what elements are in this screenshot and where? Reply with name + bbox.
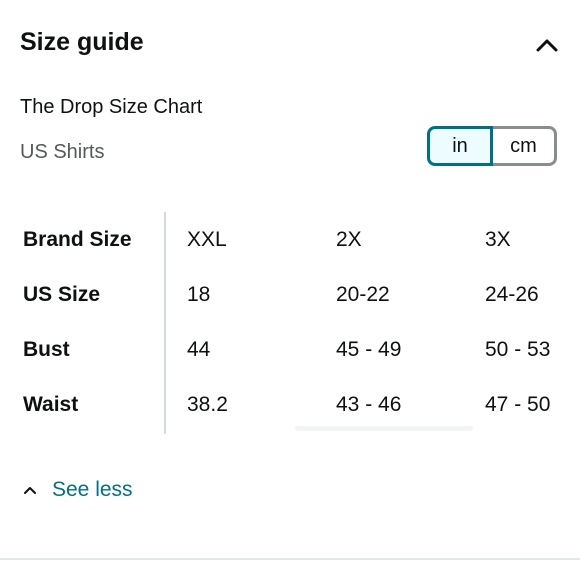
- row-label: US Size: [23, 283, 100, 307]
- row-label: Brand Size: [23, 228, 132, 252]
- table-cell: 18: [187, 283, 210, 307]
- size-guide-header: Size guide: [20, 26, 560, 62]
- size-chart-name: The Drop Size Chart: [20, 96, 202, 119]
- table-cell: 24-26: [485, 283, 539, 307]
- see-less-link[interactable]: See less: [22, 478, 133, 502]
- table-cell: 43 - 46: [336, 393, 401, 417]
- unit-centimeters-button[interactable]: cm: [493, 126, 557, 166]
- table-row-waist: Waist 38.2 43 - 46 47 - 50: [0, 377, 580, 432]
- table-cell: 44: [187, 338, 210, 362]
- size-chart-category: US Shirts: [20, 141, 104, 164]
- unit-toggle: in cm: [427, 126, 557, 166]
- table-row-brand-size: Brand Size XXL 2X 3X: [0, 212, 580, 267]
- size-table: Brand Size XXL 2X 3X US Size 18 20-22 24…: [0, 212, 580, 434]
- table-cell: 2X: [336, 228, 362, 252]
- table-cell: 45 - 49: [336, 338, 401, 362]
- chevron-up-icon: [534, 32, 560, 58]
- table-cell: 20-22: [336, 283, 390, 307]
- table-horizontal-scrollbar[interactable]: [295, 426, 473, 431]
- row-label: Bust: [23, 338, 70, 362]
- collapse-button[interactable]: [534, 32, 560, 58]
- table-cell: XXL: [187, 228, 227, 252]
- table-row-us-size: US Size 18 20-22 24-26: [0, 267, 580, 322]
- table-cell: 38.2: [187, 393, 228, 417]
- see-less-label: See less: [52, 478, 133, 502]
- chevron-up-icon: [22, 482, 38, 498]
- table-cell: 50 - 53: [485, 338, 550, 362]
- unit-inches-button[interactable]: in: [427, 126, 493, 166]
- table-cell: 3X: [485, 228, 511, 252]
- row-label: Waist: [23, 393, 78, 417]
- section-divider: [0, 558, 580, 560]
- table-row-bust: Bust 44 45 - 49 50 - 53: [0, 322, 580, 377]
- page-title: Size guide: [20, 28, 144, 57]
- table-cell: 47 - 50: [485, 393, 550, 417]
